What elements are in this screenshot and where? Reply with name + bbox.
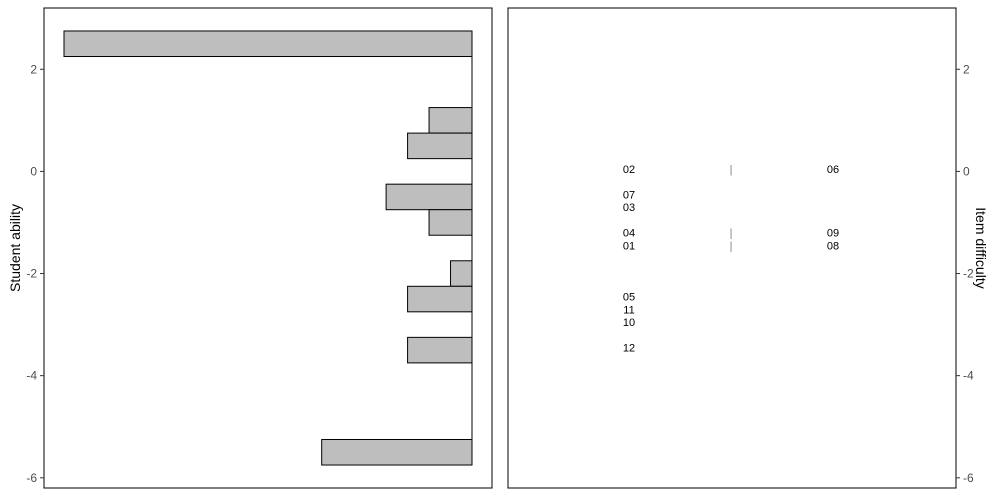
item-panel-border <box>507 7 957 489</box>
histogram-bar-5 <box>450 260 473 287</box>
histogram-bar-0 <box>63 30 473 58</box>
item-separator: | <box>730 228 733 240</box>
student-panel-border <box>43 7 493 489</box>
right-y-tick-label: 0 <box>963 164 970 178</box>
item-label-11: 11 <box>623 304 634 316</box>
student-ability-axis-title: Student ability <box>7 204 23 292</box>
item-label-05: 05 <box>623 292 635 304</box>
left-y-tick-label: 0 <box>30 164 37 178</box>
right-y-tick-label: 2 <box>963 62 970 76</box>
right-y-tick-label: -4 <box>963 369 974 383</box>
histogram-bar-3 <box>385 183 473 211</box>
histogram-bar-1 <box>428 107 473 134</box>
item-separator: | <box>730 164 733 176</box>
item-label-12: 12 <box>623 343 635 355</box>
left-y-tick-label: 2 <box>30 62 37 76</box>
item-label-10: 10 <box>623 317 635 329</box>
item-separator: | <box>730 240 733 252</box>
item-label-09: 09 <box>827 228 839 240</box>
right-y-tick-label: -2 <box>963 267 974 281</box>
left-y-tick-label: -4 <box>26 369 37 383</box>
histogram-bar-6 <box>407 285 473 313</box>
histogram-bar-4 <box>428 209 473 236</box>
item-difficulty-axis-title: Item difficulty <box>973 207 989 288</box>
histogram-bar-8 <box>321 438 473 466</box>
student-ability-panel: 2 0 -2 -4 -6 <box>26 7 493 489</box>
item-label-03: 03 <box>623 202 635 214</box>
item-label-06: 06 <box>827 164 839 176</box>
item-label-07: 07 <box>623 189 635 201</box>
item-label-01: 01 <box>623 240 635 252</box>
left-y-tick-label: -2 <box>26 267 37 281</box>
item-label-04: 04 <box>623 228 635 240</box>
histogram-bar-7 <box>407 336 473 364</box>
histogram-bar-2 <box>407 132 473 160</box>
right-y-tick-label: -6 <box>963 471 974 485</box>
item-label-08: 08 <box>827 240 839 252</box>
left-y-tick-label: -6 <box>26 471 37 485</box>
item-label-02: 02 <box>623 164 635 176</box>
